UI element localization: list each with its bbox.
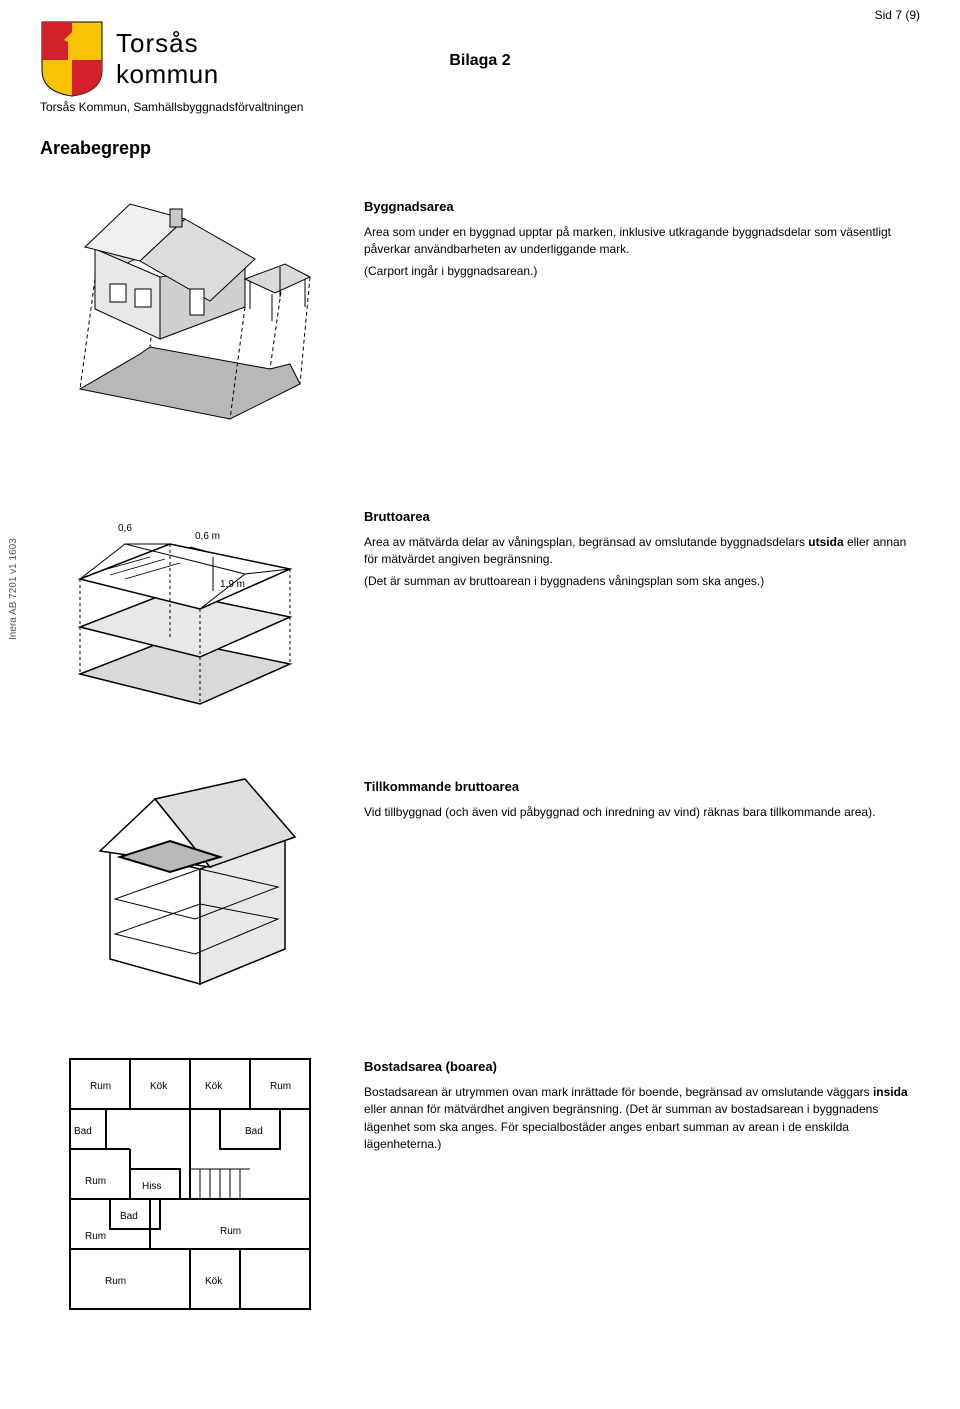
svg-text:Rum: Rum bbox=[270, 1081, 291, 1092]
illus-bruttoarea: 0,6 0,6 m 1,9 m bbox=[40, 499, 340, 719]
svg-text:Rum: Rum bbox=[220, 1226, 241, 1237]
sec2-note: (Det är summan av bruttoarean i byggnade… bbox=[364, 573, 920, 590]
illus-bostadsarea: Rum Kök Kök Rum Bad Bad Rum Hiss Bad Rum… bbox=[40, 1049, 340, 1319]
svg-text:Rum: Rum bbox=[105, 1276, 126, 1287]
svg-text:Rum: Rum bbox=[90, 1081, 111, 1092]
main-title: Areabegrepp bbox=[40, 138, 920, 159]
section-bruttoarea: 0,6 0,6 m 1,9 m Bruttoarea Area av mätvä… bbox=[40, 499, 920, 719]
dim-19m: 1,9 m bbox=[220, 579, 245, 590]
kommun-name: Torsås bbox=[116, 28, 219, 59]
section-tillkommande: Tillkommande bruttoarea Vid tillbyggnad … bbox=[40, 769, 920, 999]
svg-text:Bad: Bad bbox=[120, 1211, 138, 1222]
dim-06m: 0,6 m bbox=[195, 531, 220, 542]
bilaga-label: Bilaga 2 bbox=[380, 52, 580, 70]
sec1-note: (Carport ingår i byggnadsarean.) bbox=[364, 263, 920, 280]
sec4-body: Bostadsarean är utrymmen ovan mark inrät… bbox=[364, 1084, 920, 1154]
dim-06: 0,6 bbox=[118, 523, 132, 534]
svg-text:Rum: Rum bbox=[85, 1176, 106, 1187]
svg-text:Kök: Kök bbox=[150, 1081, 168, 1092]
sec3-title: Tillkommande bruttoarea bbox=[364, 779, 920, 794]
sec1-body: Area som under en byggnad upptar på mark… bbox=[364, 224, 920, 259]
sec3-body: Vid tillbyggnad (och även vid påbyggnad … bbox=[364, 804, 920, 821]
illus-byggnadsarea bbox=[40, 189, 340, 449]
section-byggnadsarea: Byggnadsarea Area som under en byggnad u… bbox=[40, 189, 920, 449]
illus-tillkommande bbox=[40, 769, 340, 999]
page-number: Sid 7 (9) bbox=[875, 8, 920, 22]
sec2-body: Area av mätvärda delar av våningsplan, b… bbox=[364, 534, 920, 569]
section-bostadsarea: Rum Kök Kök Rum Bad Bad Rum Hiss Bad Rum… bbox=[40, 1049, 920, 1319]
vertical-label: Inera AB 7201 v1 1603 bbox=[8, 538, 19, 640]
svg-text:Rum: Rum bbox=[85, 1231, 106, 1242]
svg-text:Kök: Kök bbox=[205, 1276, 223, 1287]
kommun-sub: kommun bbox=[116, 59, 219, 90]
svg-text:Kök: Kök bbox=[205, 1081, 223, 1092]
sec1-title: Byggnadsarea bbox=[364, 199, 920, 214]
svg-text:Bad: Bad bbox=[245, 1126, 263, 1137]
kommun-label: Torsås kommun bbox=[116, 28, 219, 90]
sec2-title: Bruttoarea bbox=[364, 509, 920, 524]
subheader: Torsås Kommun, Samhällsbyggnadsförvaltni… bbox=[40, 100, 920, 114]
svg-text:Hiss: Hiss bbox=[142, 1181, 161, 1192]
svg-text:Bad: Bad bbox=[74, 1126, 92, 1137]
sec4-title: Bostadsarea (boarea) bbox=[364, 1059, 920, 1074]
torsas-logo bbox=[40, 20, 104, 98]
